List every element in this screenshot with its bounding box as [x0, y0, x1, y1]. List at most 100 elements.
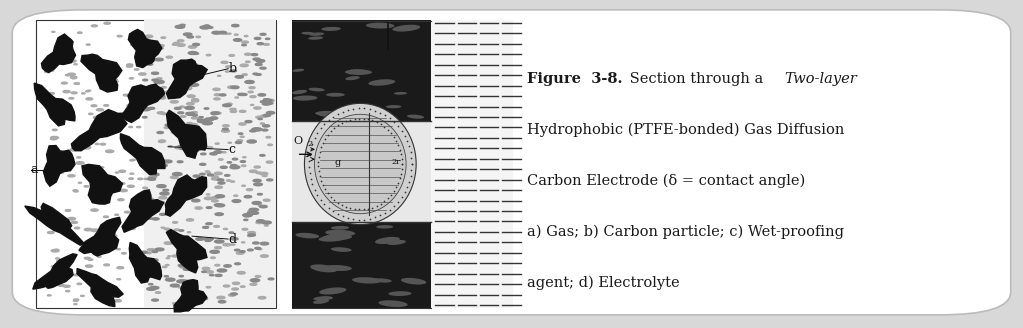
Circle shape [113, 79, 118, 80]
Circle shape [250, 208, 258, 211]
Circle shape [227, 103, 232, 105]
Point [377, 210, 394, 215]
Circle shape [188, 80, 194, 81]
Circle shape [193, 53, 198, 54]
Circle shape [96, 109, 103, 111]
Circle shape [256, 59, 265, 62]
Circle shape [183, 280, 187, 281]
Polygon shape [174, 280, 207, 312]
Circle shape [248, 249, 253, 251]
Ellipse shape [387, 240, 406, 245]
Circle shape [72, 77, 76, 79]
Point [325, 209, 342, 214]
Ellipse shape [309, 32, 324, 36]
Point [342, 206, 358, 211]
Ellipse shape [296, 233, 319, 238]
Circle shape [146, 287, 155, 290]
Point [312, 150, 328, 155]
Circle shape [230, 108, 236, 110]
Circle shape [54, 249, 58, 251]
Circle shape [65, 210, 71, 211]
Circle shape [244, 80, 255, 84]
Circle shape [257, 43, 264, 45]
Ellipse shape [348, 69, 368, 73]
Circle shape [146, 217, 152, 219]
Circle shape [250, 170, 257, 173]
Circle shape [166, 264, 169, 266]
Point [329, 123, 346, 128]
Polygon shape [77, 269, 123, 307]
Ellipse shape [393, 25, 420, 31]
Circle shape [183, 268, 190, 270]
Circle shape [263, 125, 270, 127]
Text: b: b [228, 62, 236, 75]
Circle shape [141, 251, 147, 253]
Circle shape [223, 104, 231, 107]
Circle shape [228, 142, 231, 143]
Circle shape [58, 284, 64, 286]
Circle shape [47, 295, 51, 296]
Circle shape [217, 179, 224, 181]
Circle shape [253, 73, 258, 75]
Circle shape [74, 64, 77, 65]
Circle shape [165, 276, 169, 277]
Ellipse shape [330, 247, 352, 252]
Circle shape [257, 220, 265, 222]
Circle shape [207, 207, 212, 209]
Circle shape [63, 91, 71, 93]
Text: Figure  3‑8.: Figure 3‑8. [527, 72, 622, 86]
Circle shape [157, 47, 164, 49]
Circle shape [56, 215, 59, 216]
Ellipse shape [345, 69, 372, 75]
Circle shape [260, 205, 267, 208]
Circle shape [68, 73, 76, 75]
Circle shape [186, 113, 194, 115]
Text: agent; d) Electrolyte: agent; d) Electrolyte [527, 276, 679, 290]
Circle shape [222, 152, 226, 153]
Point [320, 133, 337, 138]
Circle shape [151, 72, 159, 74]
Circle shape [266, 161, 273, 163]
Point [393, 171, 409, 176]
Circle shape [50, 138, 56, 140]
Circle shape [242, 228, 248, 230]
Circle shape [175, 107, 181, 110]
Circle shape [146, 209, 154, 212]
Circle shape [97, 283, 102, 285]
Circle shape [115, 81, 119, 82]
Circle shape [68, 217, 76, 220]
Circle shape [205, 197, 213, 200]
Circle shape [203, 226, 209, 228]
Circle shape [159, 97, 166, 99]
Circle shape [148, 266, 157, 269]
Circle shape [120, 189, 127, 192]
Circle shape [131, 228, 135, 229]
Point [302, 170, 318, 175]
Circle shape [231, 238, 238, 240]
Point [393, 152, 409, 157]
Circle shape [86, 133, 92, 134]
Circle shape [109, 87, 118, 89]
Point [320, 190, 337, 195]
Circle shape [225, 33, 228, 34]
Circle shape [230, 70, 236, 72]
Circle shape [234, 195, 237, 196]
Circle shape [207, 287, 211, 288]
Point [311, 169, 327, 174]
Circle shape [236, 253, 240, 254]
Circle shape [47, 232, 54, 234]
Circle shape [253, 58, 260, 60]
Circle shape [219, 159, 223, 160]
Bar [292, 20, 506, 308]
Circle shape [148, 167, 153, 169]
Polygon shape [123, 84, 165, 122]
Circle shape [87, 90, 91, 91]
Circle shape [177, 280, 186, 283]
Circle shape [178, 287, 181, 288]
Circle shape [206, 223, 212, 225]
Circle shape [52, 129, 57, 131]
Circle shape [79, 182, 82, 183]
Ellipse shape [318, 235, 347, 242]
Circle shape [214, 226, 219, 227]
Circle shape [244, 215, 250, 217]
